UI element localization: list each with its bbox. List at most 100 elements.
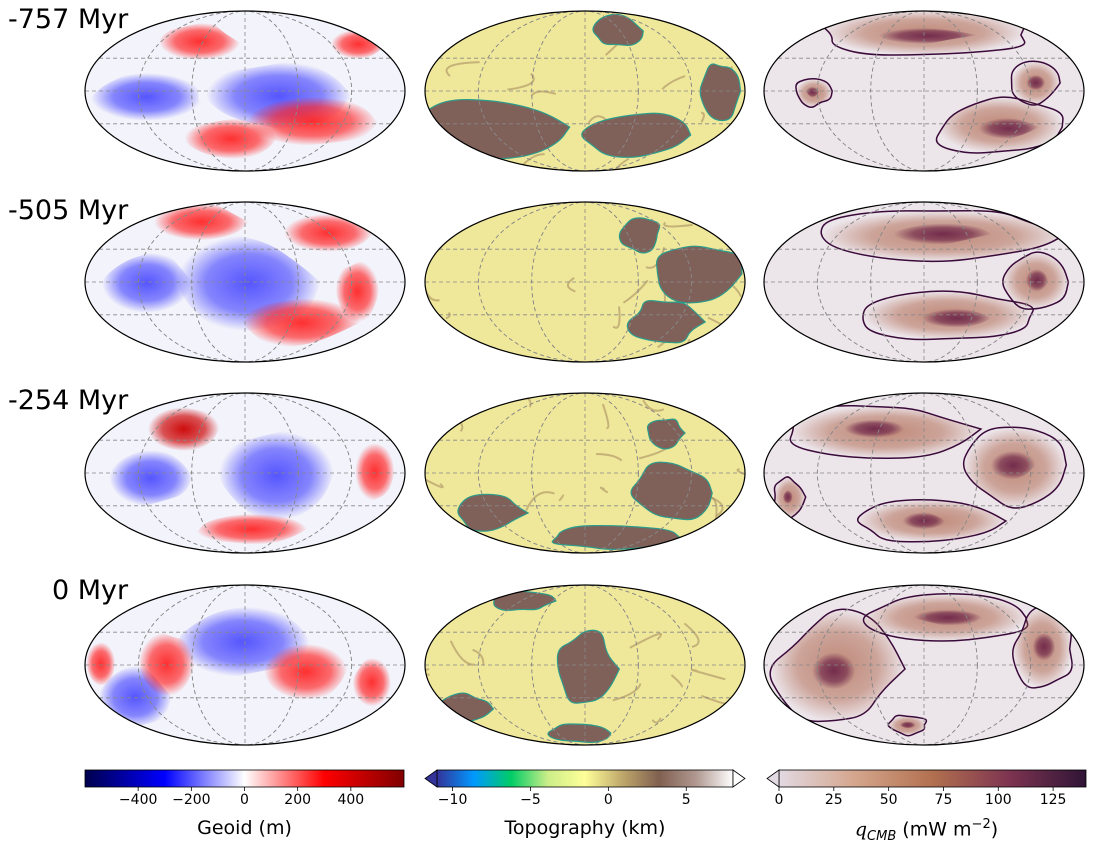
map-geoid-row-0 (85, 11, 405, 171)
colorbar-topography (424, 769, 746, 791)
graticule (764, 393, 1084, 553)
topography-ridge (736, 468, 745, 481)
map-outline (84, 201, 406, 363)
qcmb-units: (mW m (896, 818, 972, 841)
topography-ridge (558, 494, 565, 502)
topography-ridge (596, 453, 623, 462)
map-outline (424, 584, 746, 746)
heat-flux-core (812, 652, 856, 690)
topography-ridge (587, 115, 607, 124)
topography-ridge (601, 403, 610, 430)
map-outline (763, 201, 1085, 363)
topography-ridge (670, 674, 683, 688)
continent (592, 13, 644, 47)
qcmb-units-end: ) (990, 818, 999, 841)
colorbar-tick-label: 25 (824, 792, 843, 808)
colorbar-tick-label: 100 (984, 792, 1012, 808)
map-q_cmb-row-2 (764, 393, 1084, 553)
row-label-0: -757 Myr (8, 4, 129, 35)
map-panels (84, 10, 1085, 746)
map-geoid-row-1 (85, 202, 405, 362)
map-q_cmb-row-3 (764, 585, 1084, 745)
geoid-anomaly (90, 73, 203, 121)
graticule (764, 585, 1084, 745)
heat-flux-core (913, 609, 983, 626)
continent (618, 217, 661, 254)
colorbar-tick-label: −200 (172, 792, 211, 808)
continent (547, 723, 612, 743)
colorbar-tick-label: 200 (284, 792, 312, 808)
qcmb-superscript: −2 (971, 817, 991, 832)
continent (699, 63, 742, 122)
map-topography-row-2 (425, 393, 745, 553)
topography-ridge (432, 208, 443, 226)
topography-ridge (661, 75, 686, 91)
heat-flux-core (899, 721, 916, 729)
heat-flux-core (844, 419, 905, 438)
colorbar-tick-label: 0 (774, 792, 784, 808)
continent (581, 112, 692, 158)
topography-ridge (442, 585, 463, 603)
heat-flux-core (1025, 269, 1049, 292)
colorbar-tick-label: 75 (934, 792, 953, 808)
graticule (85, 11, 405, 171)
map-outline (84, 10, 406, 172)
colorbar-geoid (84, 769, 405, 791)
map-outline (84, 584, 406, 746)
geoid-anomaly (86, 642, 116, 686)
heat-flux-core (878, 27, 979, 44)
graticule (425, 585, 745, 745)
map-q_cmb-row-0 (764, 11, 1084, 171)
colorbar-tick-label: 400 (337, 792, 365, 808)
colorbar-tick-label: 50 (879, 792, 898, 808)
heat-flux-core (782, 490, 793, 504)
topography-ridge (566, 277, 576, 293)
colorbar-tick-label: 0 (240, 792, 249, 808)
colorbar-label-qcmb: qCMB (mW m−2) (767, 817, 1086, 844)
topography-ridge (711, 544, 742, 553)
map-topography-row-3 (425, 585, 745, 745)
qcmb-symbol: q (854, 818, 868, 841)
map-outline (763, 584, 1085, 746)
map-outline (424, 392, 746, 554)
continent (457, 493, 530, 532)
topography-ridge (651, 717, 662, 724)
heat-flux-core (893, 223, 992, 245)
heat-flux-core (978, 118, 1039, 140)
map-topography-row-1 (425, 202, 745, 362)
continent (646, 418, 686, 450)
topography-ridge (472, 648, 485, 666)
topography-ridge (530, 90, 557, 97)
map-geoid-row-3 (85, 585, 405, 745)
graticule (764, 202, 1084, 362)
geoid-anomaly (153, 203, 249, 241)
map-outline (763, 10, 1085, 172)
geoid-anomaly (335, 260, 380, 322)
topography-ridge (426, 591, 451, 609)
heat-flux-core (1032, 633, 1056, 661)
colorbar-tick-label: −10 (437, 792, 468, 808)
graticule (764, 11, 1084, 171)
row-label-1: -505 Myr (8, 195, 129, 226)
colorbar-tick-label: 0 (603, 792, 613, 808)
geoid-anomaly (283, 213, 373, 252)
map-geoid-row-2 (85, 393, 405, 553)
row-label-2: -254 Myr (8, 385, 129, 416)
qcmb-subscript: CMB (867, 829, 897, 845)
geoid-anomaly (158, 22, 241, 60)
colorbar-tick-label: −400 (118, 792, 158, 808)
geoid-anomaly (242, 298, 361, 348)
geoid-anomaly (218, 430, 335, 520)
geoid-anomaly (355, 443, 395, 501)
topography-ridge (525, 491, 555, 511)
geoid-anomaly (352, 657, 392, 707)
graticule (85, 585, 405, 745)
heat-flux-core (922, 308, 992, 328)
continent (493, 590, 557, 611)
topography-ridge (612, 683, 642, 702)
colorbars (84, 769, 1087, 791)
map-outline (763, 392, 1085, 554)
topography-ridge (425, 36, 436, 52)
topography-ridge (700, 111, 705, 123)
